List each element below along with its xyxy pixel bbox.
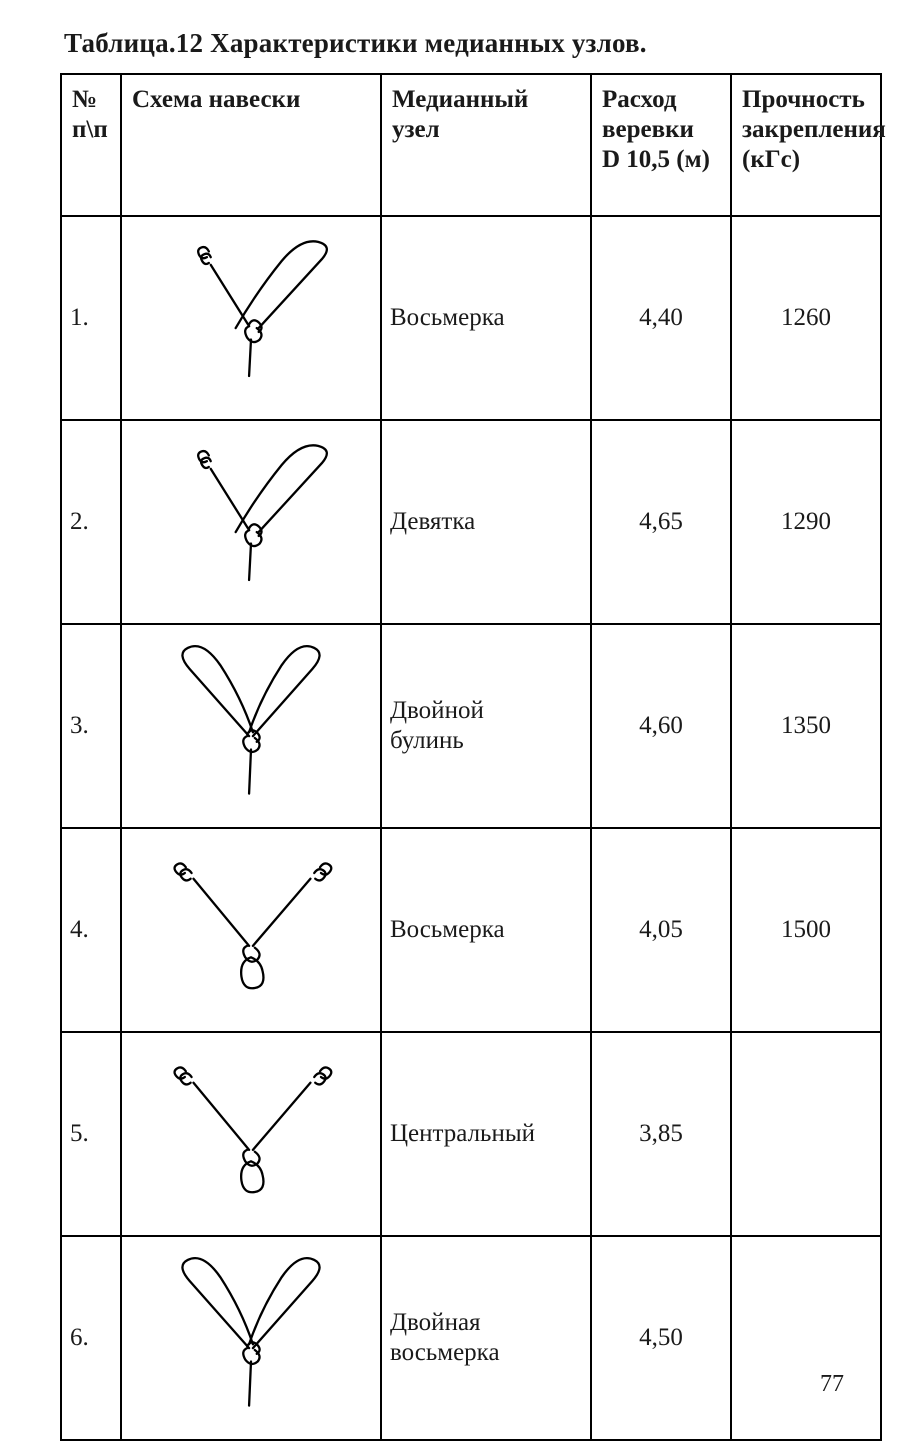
cell-number: 6. bbox=[61, 1236, 121, 1440]
cell-scheme bbox=[121, 1236, 381, 1440]
cell-scheme bbox=[121, 420, 381, 624]
cell-strength: 1260 bbox=[731, 216, 881, 420]
cell-knot: Восьмерка bbox=[381, 216, 591, 420]
cell-knot: Восьмерка bbox=[381, 828, 591, 1032]
cell-number: 3. bbox=[61, 624, 121, 828]
col-header-strength: Прочностьзакрепления(кГс) bbox=[731, 74, 881, 216]
cell-rope: 4,50 bbox=[591, 1236, 731, 1440]
table-body: 1.Восьмерка4,4012602.Девятка4,6512903.Дв… bbox=[61, 216, 881, 1440]
table-row: 3. Двойной булинь4,601350 bbox=[61, 624, 881, 828]
cell-knot: Двойнаявосьмерка bbox=[381, 1236, 591, 1440]
scheme-icon bbox=[136, 843, 366, 1018]
cell-knot: Центральный bbox=[381, 1032, 591, 1236]
scheme-icon bbox=[136, 435, 366, 610]
cell-strength: 1350 bbox=[731, 624, 881, 828]
page-number: 77 bbox=[820, 1371, 844, 1398]
knot-table: №п\п Схема навески Медианный узел Расход… bbox=[60, 73, 882, 1441]
cell-scheme bbox=[121, 828, 381, 1032]
cell-knot: Девятка bbox=[381, 420, 591, 624]
table-row: 1. Восьмерка4,401260 bbox=[61, 216, 881, 420]
scheme-icon bbox=[136, 1251, 366, 1426]
col-header-scheme: Схема навески bbox=[121, 74, 381, 216]
cell-rope: 4,60 bbox=[591, 624, 731, 828]
cell-number: 5. bbox=[61, 1032, 121, 1236]
scheme-icon bbox=[136, 639, 366, 814]
cell-number: 4. bbox=[61, 828, 121, 1032]
cell-strength bbox=[731, 1032, 881, 1236]
cell-scheme bbox=[121, 624, 381, 828]
table-row: 4. Восьмерка4,051500 bbox=[61, 828, 881, 1032]
cell-rope: 4,65 bbox=[591, 420, 731, 624]
table-title: Таблица.12 Характеристики медианных узло… bbox=[64, 28, 850, 59]
cell-knot: Двойной булинь bbox=[381, 624, 591, 828]
table-row: 6. Двойнаявосьмерка4,50 bbox=[61, 1236, 881, 1440]
cell-rope: 4,40 bbox=[591, 216, 731, 420]
cell-rope: 4,05 bbox=[591, 828, 731, 1032]
cell-number: 1. bbox=[61, 216, 121, 420]
table-row: 5. Центральный3,85 bbox=[61, 1032, 881, 1236]
scheme-icon bbox=[136, 1047, 366, 1222]
cell-rope: 3,85 bbox=[591, 1032, 731, 1236]
cell-number: 2. bbox=[61, 420, 121, 624]
scheme-icon bbox=[136, 231, 366, 406]
cell-scheme bbox=[121, 216, 381, 420]
col-header-rope: РасходверевкиD 10,5 (м) bbox=[591, 74, 731, 216]
cell-strength: 1500 bbox=[731, 828, 881, 1032]
table-row: 2. Девятка4,651290 bbox=[61, 420, 881, 624]
cell-strength bbox=[731, 1236, 881, 1440]
cell-scheme bbox=[121, 1032, 381, 1236]
cell-strength: 1290 bbox=[731, 420, 881, 624]
table-header-row: №п\п Схема навески Медианный узел Расход… bbox=[61, 74, 881, 216]
col-header-knot: Медианный узел bbox=[381, 74, 591, 216]
col-header-n: №п\п bbox=[61, 74, 121, 216]
